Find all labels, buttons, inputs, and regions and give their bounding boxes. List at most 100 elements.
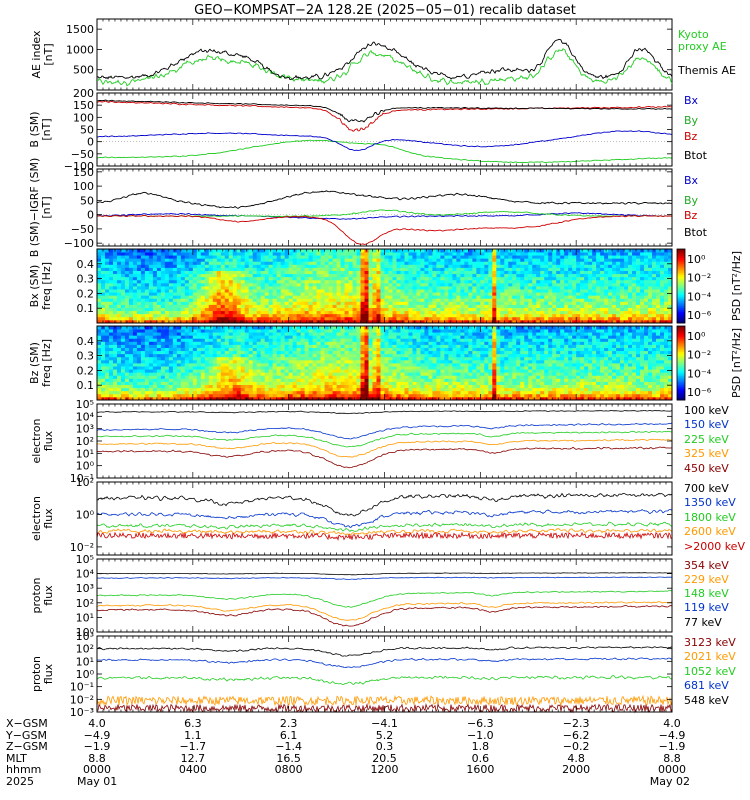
spectrogram-cell <box>112 378 118 382</box>
spectrogram-cell <box>456 261 461 265</box>
spectrogram-cell <box>452 249 457 253</box>
spectrogram-cell <box>528 307 533 312</box>
spectrogram-cell <box>496 267 501 271</box>
spectrogram-cell <box>548 270 553 275</box>
spectrogram-cell <box>276 249 282 253</box>
spectrogram-cell <box>652 252 657 256</box>
spectrogram-cell <box>140 347 146 352</box>
spectrogram-cell <box>120 393 126 398</box>
spectrogram-cell <box>524 313 529 318</box>
spectrogram-cell <box>276 267 282 271</box>
spectrogram-cell <box>148 356 154 361</box>
spectrogram-cell <box>472 301 477 305</box>
spectrogram-cell <box>632 267 637 271</box>
spectrogram-cell <box>524 261 529 265</box>
spectrogram-cell <box>636 292 641 296</box>
spectrogram-cell <box>552 289 557 293</box>
spectrogram-cell <box>316 301 322 305</box>
spectrogram-cell <box>244 273 250 278</box>
spectrogram-cell <box>448 292 453 296</box>
spectrogram-cell <box>560 301 565 305</box>
spectrogram-cell <box>276 255 282 259</box>
spectrogram-cell <box>392 316 397 321</box>
spectrogram-cell <box>492 273 497 278</box>
spectrogram-cell <box>164 338 170 342</box>
spectrogram-cell <box>128 282 134 287</box>
spectrogram-cell <box>456 279 461 284</box>
spectrogram-cell <box>404 252 409 256</box>
spectrogram-cell <box>428 286 433 290</box>
spectrogram-cell <box>556 316 561 321</box>
spectrogram-cell <box>144 387 150 392</box>
spectrogram-cell <box>276 319 282 324</box>
spectrogram-cell <box>296 304 302 308</box>
spectrogram-cell <box>452 316 457 321</box>
spectrogram-cell <box>600 295 605 299</box>
spectrogram-cell <box>444 267 449 271</box>
spectrogram-cell <box>492 304 497 308</box>
spectrogram-cell <box>224 298 230 302</box>
spectrogram-cell <box>648 295 653 299</box>
spectrogram-cell <box>152 319 158 324</box>
spectrogram-cell <box>356 252 361 256</box>
spectrogram-cell <box>660 289 665 293</box>
spectrogram-cell <box>240 264 246 268</box>
spectrogram-cell <box>492 258 497 262</box>
spectrogram-cell <box>300 261 306 265</box>
y-axis-label: AE index <box>30 30 43 79</box>
spectrogram-cell <box>588 310 593 315</box>
spectrogram-cell <box>284 279 290 284</box>
spectrogram-cell <box>188 264 194 268</box>
spectrogram-cell <box>484 289 489 293</box>
spectrogram-cell <box>508 289 513 293</box>
spectrogram-cell <box>284 289 290 293</box>
spectrogram-cell <box>108 384 114 389</box>
spectrogram-cell <box>176 307 182 312</box>
spectrogram-cell <box>268 316 274 321</box>
spectrogram-cell <box>120 310 126 315</box>
spectrogram-cell <box>288 295 294 299</box>
spectrogram-cell <box>664 307 669 312</box>
spectrogram-cell <box>484 264 489 268</box>
spectrogram-cell <box>432 313 437 318</box>
spectrogram-cell <box>272 301 278 305</box>
spectrogram-cell <box>272 279 278 284</box>
spectrogram-cell <box>192 282 198 287</box>
spectrogram-cell <box>648 249 653 253</box>
spectrogram-cell <box>320 316 325 321</box>
spectrogram-cell <box>188 310 194 315</box>
spectrogram-cell <box>168 295 174 299</box>
spectrogram-cell <box>116 286 122 290</box>
spectrogram-cell <box>156 252 162 256</box>
spectrogram-cell <box>380 270 385 275</box>
spectrogram-cell <box>472 316 477 321</box>
spectrogram-cell <box>596 255 601 259</box>
spectrogram-cell <box>296 313 302 318</box>
spectrogram-cell <box>132 387 138 392</box>
spectrogram-cell <box>636 295 641 299</box>
spectrogram-cell <box>180 387 186 392</box>
spectrogram-cell <box>484 270 489 275</box>
spectrogram-cell <box>592 313 597 318</box>
spectrogram-cell <box>224 267 230 271</box>
spectrogram-cell <box>628 313 633 318</box>
spectrogram-cell <box>164 255 170 259</box>
spectrogram-cell <box>596 276 601 281</box>
spectrogram-cell <box>544 276 549 281</box>
spectrogram-cell <box>184 384 190 389</box>
spectrogram-cell <box>112 347 118 352</box>
spectrogram-cell <box>648 292 653 296</box>
spectrogram-cell <box>176 264 182 268</box>
spectrogram-cell <box>616 258 621 262</box>
spectrogram-cell <box>600 261 605 265</box>
spectrogram-cell <box>408 301 413 305</box>
spectrogram-cell <box>588 267 593 271</box>
spectrogram-cell <box>304 270 310 275</box>
spectrogram-cell <box>464 276 469 281</box>
spectrogram-cell <box>512 264 517 268</box>
spectrogram-cell <box>140 286 146 290</box>
spectrogram-cell <box>132 292 138 296</box>
spectrogram-cell <box>344 298 349 302</box>
spectrogram-cell <box>652 270 657 275</box>
spectrogram-cell <box>668 319 673 324</box>
